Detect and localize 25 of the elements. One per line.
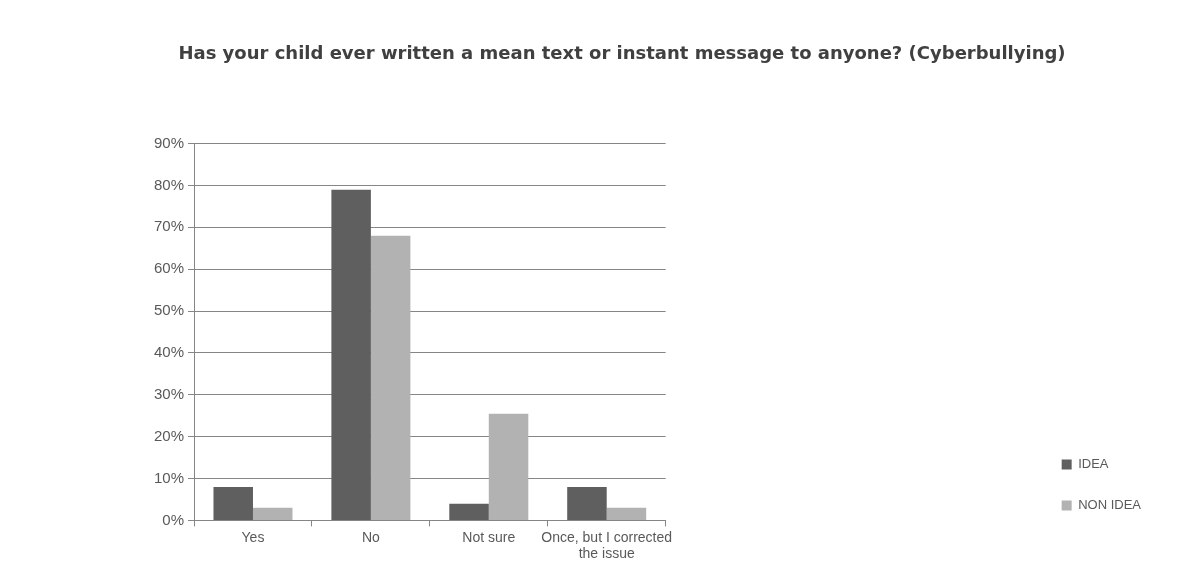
bar [331,189,371,520]
x-tick-label: Yes [241,528,265,545]
y-tick-label: 90% [153,133,185,151]
chart-title: Has your child ever written a mean text or instant message to anyone? (Cyberbullying) [178,42,1066,64]
bar [606,507,647,520]
y-tick-label: 40% [153,343,185,361]
legend-label: IDEA [1078,456,1109,472]
y-tick-label: 0% [162,510,185,528]
y-tick-label: 30% [153,384,185,402]
y-tick-label: 70% [153,217,185,235]
y-tick-label: 10% [153,468,185,486]
bar [370,235,411,520]
y-tick-label: 60% [153,259,185,277]
x-tick-label: Once, but I corrected the issue [541,528,673,562]
bar [213,486,253,520]
legend-label: NON IDEA [1078,497,1142,513]
bar [252,507,293,520]
bar [567,486,607,520]
x-tick-label: No [361,528,381,545]
bar [449,503,489,520]
x-tick-label: Not sure [462,528,516,545]
y-tick-label: 20% [153,426,185,444]
y-tick-label: 80% [153,175,185,193]
y-tick-label: 50% [153,301,185,319]
bar [488,413,529,520]
